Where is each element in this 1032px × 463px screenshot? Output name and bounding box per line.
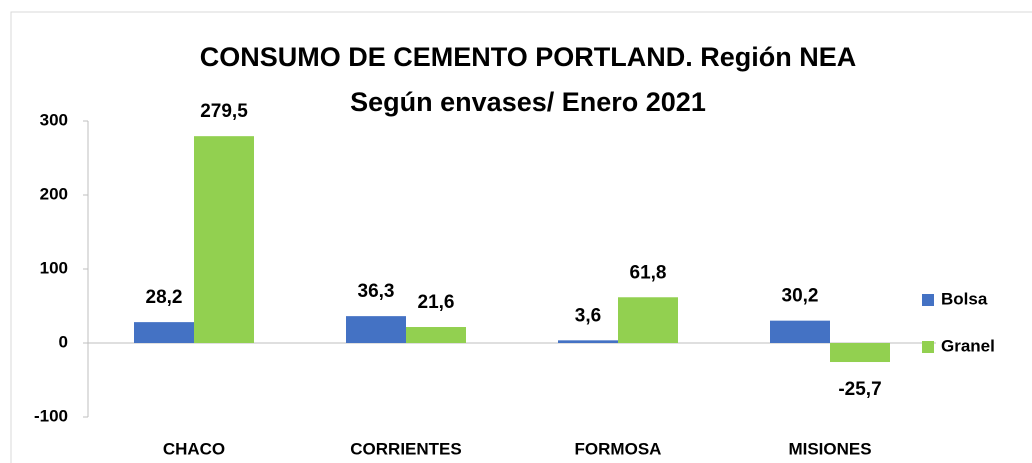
bar — [618, 297, 678, 343]
value-label: 30,2 — [782, 286, 819, 307]
legend-label: Granel — [941, 336, 995, 355]
value-label: -25,7 — [838, 379, 881, 400]
bar — [346, 316, 406, 343]
value-label: 36,3 — [358, 281, 395, 302]
bar — [194, 136, 254, 343]
chart-frame — [10, 11, 1032, 463]
value-label: 3,6 — [575, 305, 601, 326]
bar — [134, 322, 194, 343]
value-label: 279,5 — [200, 101, 248, 122]
x-tick-label: CHACO — [163, 439, 225, 458]
value-label: 21,6 — [418, 292, 455, 313]
y-tick-label: 200 — [40, 184, 68, 203]
chart-subtitle: Según envases/ Enero 2021 — [350, 87, 706, 117]
y-tick-label: 0 — [59, 332, 68, 351]
y-tick-label: 100 — [40, 258, 68, 277]
legend-swatch — [922, 341, 934, 353]
value-label: 61,8 — [630, 262, 667, 283]
x-tick-label: FORMOSA — [575, 439, 662, 458]
legend-swatch — [922, 294, 934, 306]
bar — [406, 327, 466, 343]
bar — [770, 320, 830, 343]
x-tick-label: MISIONES — [788, 439, 871, 458]
bar — [558, 340, 618, 343]
x-tick-label: CORRIENTES — [350, 439, 461, 458]
y-tick-label: -100 — [34, 406, 68, 425]
legend-label: Bolsa — [941, 289, 988, 308]
y-tick-label: 300 — [40, 110, 68, 129]
value-label: 28,2 — [146, 287, 183, 308]
chart-title: CONSUMO DE CEMENTO PORTLAND. Región NEA — [200, 42, 857, 72]
bar — [830, 343, 890, 363]
